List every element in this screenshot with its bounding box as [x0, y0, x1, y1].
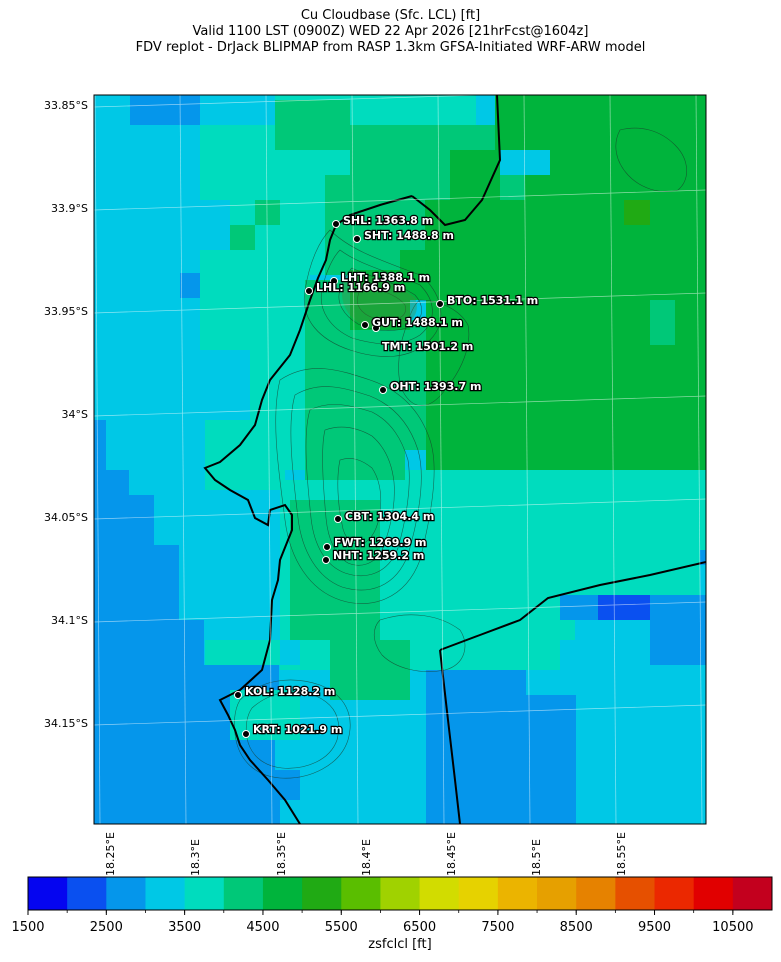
station-krt[interactable]: KRT: 1021.9 m: [242, 722, 344, 738]
station-label: CBT: 1304.4 m: [345, 510, 434, 523]
chart-subtitle-model: FDV replot - DrJack BLIPMAP from RASP 1.…: [135, 40, 646, 55]
lon-label: 18.55°E: [615, 832, 628, 876]
station-lhl[interactable]: LHL: 1166.9 m: [305, 280, 406, 295]
colorbar: [28, 877, 773, 910]
colorbar-swatch: [419, 877, 460, 910]
chart-subtitle-valid-time: Valid 1100 LST (0900Z) WED 22 Apr 2026 […: [192, 24, 589, 39]
colorbar-tick-label: 9500: [638, 920, 671, 935]
station-label: GUT: 1488.1 m: [372, 316, 463, 329]
lat-label: 34.1°S: [51, 614, 88, 627]
colorbar-swatch: [458, 877, 499, 910]
station-label: FWT: 1269.9 m: [334, 536, 427, 549]
terrain-peak-shading: [341, 270, 417, 328]
lon-label: 18.4°E: [360, 839, 373, 876]
station-oht[interactable]: OHT: 1393.7 m: [379, 379, 483, 394]
colorbar-tick-label: 8500: [560, 920, 593, 935]
cloudbase-field-2000: [598, 595, 650, 620]
station-label: LHL: 1166.9 m: [316, 281, 405, 294]
station-tmt[interactable]: TMT: 1501.2 m: [381, 339, 475, 354]
station-gut[interactable]: GUT: 1488.1 m: [361, 315, 464, 332]
station-label: TMT: 1501.2 m: [382, 340, 473, 353]
lon-label: 18.35°E: [275, 832, 288, 876]
stations: SHL: 1363.8 m SHT: 1488.8 m LHT: 1388.1 …: [234, 213, 539, 738]
map-panel: [94, 95, 706, 824]
colorbar-swatch: [223, 877, 264, 910]
lat-label: 34.05°S: [44, 511, 88, 524]
station-bto[interactable]: BTO: 1531.1 m: [436, 293, 539, 308]
lon-label: 18.3°E: [189, 839, 202, 876]
colorbar-swatch: [497, 877, 538, 910]
colorbar-swatch: [341, 877, 381, 910]
station-shl[interactable]: SHL: 1363.8 m: [332, 213, 434, 228]
coastline-false-bay: [439, 649, 461, 824]
colorbar-swatch: [576, 877, 616, 910]
colorbar-swatch: [184, 877, 225, 910]
colorbar-swatch: [106, 877, 146, 910]
station-label: KOL: 1128.2 m: [245, 685, 335, 698]
lat-label: 34.15°S: [44, 717, 88, 730]
station-label: KRT: 1021.9 m: [253, 723, 342, 736]
colorbar-swatch: [693, 877, 734, 910]
lat-label: 34°S: [62, 408, 88, 421]
terrain-contours: [234, 127, 687, 779]
lon-label: 18.45°E: [445, 832, 458, 876]
colorbar-tick-label: 6500: [403, 920, 436, 935]
station-fwt[interactable]: FWT: 1269.9 m: [323, 535, 428, 551]
colorbar-swatch: [654, 877, 695, 910]
cloudbase-field-5000: [350, 95, 706, 470]
boundary-line-east: [439, 561, 706, 651]
station-label: NHT: 1259.2 m: [333, 549, 424, 562]
colorbar-tick-label: 4500: [246, 920, 279, 935]
station-lht[interactable]: LHT: 1388.1 m: [330, 270, 431, 285]
graticule: [94, 95, 706, 824]
chart-title: Cu Cloudbase (Sfc. LCL) [ft]: [300, 8, 481, 23]
colorbar-swatch: [380, 877, 421, 910]
station-cbt[interactable]: CBT: 1304.4 m: [334, 509, 436, 524]
station-label: BTO: 1531.1 m: [447, 294, 538, 307]
colorbar-label: zsfclcl [ft]: [368, 937, 431, 952]
colorbar-frame: [27, 876, 773, 911]
latitude-axis: 33.85°S 33.9°S 33.95°S 34°S 34.05°S 34.1…: [44, 99, 88, 730]
station-label: LHT: 1388.1 m: [341, 271, 430, 284]
colorbar-swatch: [537, 877, 577, 910]
coastline: [203, 195, 413, 824]
lon-label: 18.5°E: [530, 839, 543, 876]
colorbar-tick-label: 5500: [325, 920, 358, 935]
station-kol[interactable]: KOL: 1128.2 m: [234, 684, 337, 699]
colorbar-swatch: [67, 877, 107, 910]
colorbar-swatch: [262, 877, 303, 910]
station-label: SHT: 1488.8 m: [364, 229, 454, 242]
colorbar-swatch: [732, 877, 773, 910]
colorbar-swatch: [302, 877, 342, 910]
colorbar-ticks: 1500 2500 3500 4500 5500 6500 7500 8500 9500 1050…: [11, 910, 754, 935]
station-sht[interactable]: SHT: 1488.8 m: [353, 228, 455, 243]
lat-label: 33.9°S: [51, 202, 88, 215]
colorbar-tick-label: 10500: [712, 920, 753, 935]
colorbar-tick-label: 3500: [168, 920, 201, 935]
colorbar-tick-label: 7500: [481, 920, 514, 935]
station-nht[interactable]: NHT: 1259.2 m: [322, 548, 425, 564]
map-frame: [93, 94, 707, 825]
colorbar-tick-label: 1500: [11, 920, 44, 935]
colorbar-swatch: [145, 877, 186, 910]
lat-label: 33.85°S: [44, 99, 88, 112]
colorbar-swatch: [28, 877, 68, 910]
station-label: SHL: 1363.8 m: [343, 214, 433, 227]
boundary-line-north: [411, 95, 502, 227]
colorbar-tick-label: 2500: [90, 920, 123, 935]
lon-label: 18.25°E: [104, 832, 117, 876]
station-label: OHT: 1393.7 m: [390, 380, 481, 393]
colorbar-swatch: [615, 877, 656, 910]
lat-label: 33.95°S: [44, 305, 88, 318]
longitude-axis: 18.25°E 18.3°E 18.35°E 18.4°E 18.45°E 18…: [104, 832, 628, 876]
